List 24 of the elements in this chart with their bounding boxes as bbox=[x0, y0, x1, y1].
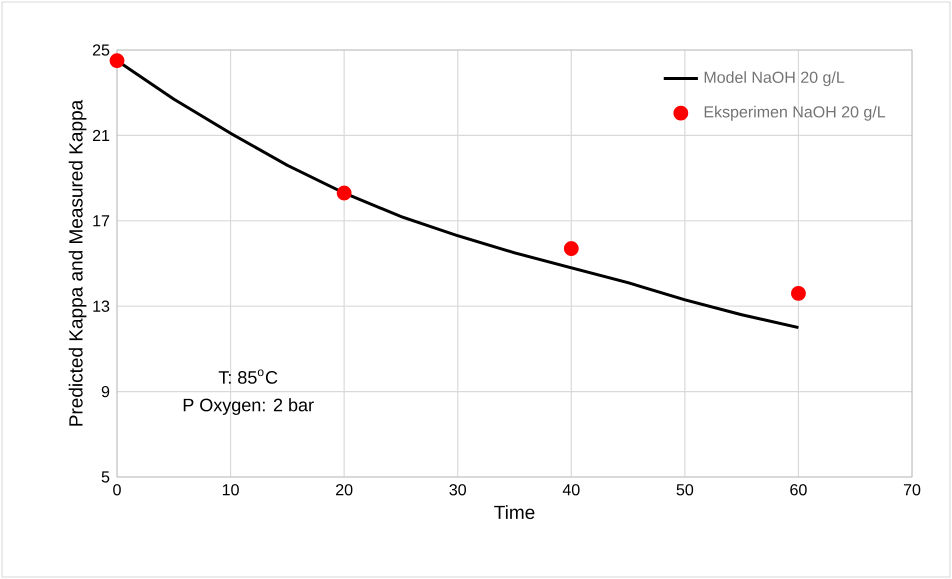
annotation: P Oxygen: 2 bar bbox=[184, 398, 314, 415]
annotation: T: 85$^{o}$C bbox=[218, 370, 278, 384]
legend-label: Model NaOH 20 g/L bbox=[704, 71, 844, 86]
y-tick-label: 13 bbox=[93, 300, 110, 312]
x-tick-label: 40 bbox=[562, 484, 580, 496]
x-tick-label: 60 bbox=[790, 484, 807, 496]
y-axis-title: Predicted Kappa and Measured Kappa bbox=[68, 100, 86, 426]
point bbox=[791, 286, 806, 301]
x-tick-label: 50 bbox=[676, 484, 694, 496]
point bbox=[564, 241, 579, 256]
legend-label: Eksperimen NaOH 20 g/L bbox=[704, 106, 886, 121]
y-tick-label: 17 bbox=[93, 215, 110, 226]
y-tick-label: 25 bbox=[92, 44, 110, 56]
y-tick-label: 21 bbox=[92, 130, 110, 141]
y-tick-label: 9 bbox=[102, 386, 110, 398]
x-axis-title: Time bbox=[494, 505, 534, 520]
x-tick-label: 30 bbox=[449, 484, 466, 496]
x-tick-label: 0 bbox=[113, 484, 121, 496]
point bbox=[110, 53, 124, 68]
x-tick-label: 70 bbox=[904, 484, 920, 496]
point bbox=[336, 186, 352, 200]
x-tick-label: 10 bbox=[222, 484, 239, 496]
y-tick-label: 5 bbox=[102, 471, 110, 483]
x-tick-label: 20 bbox=[336, 484, 352, 496]
